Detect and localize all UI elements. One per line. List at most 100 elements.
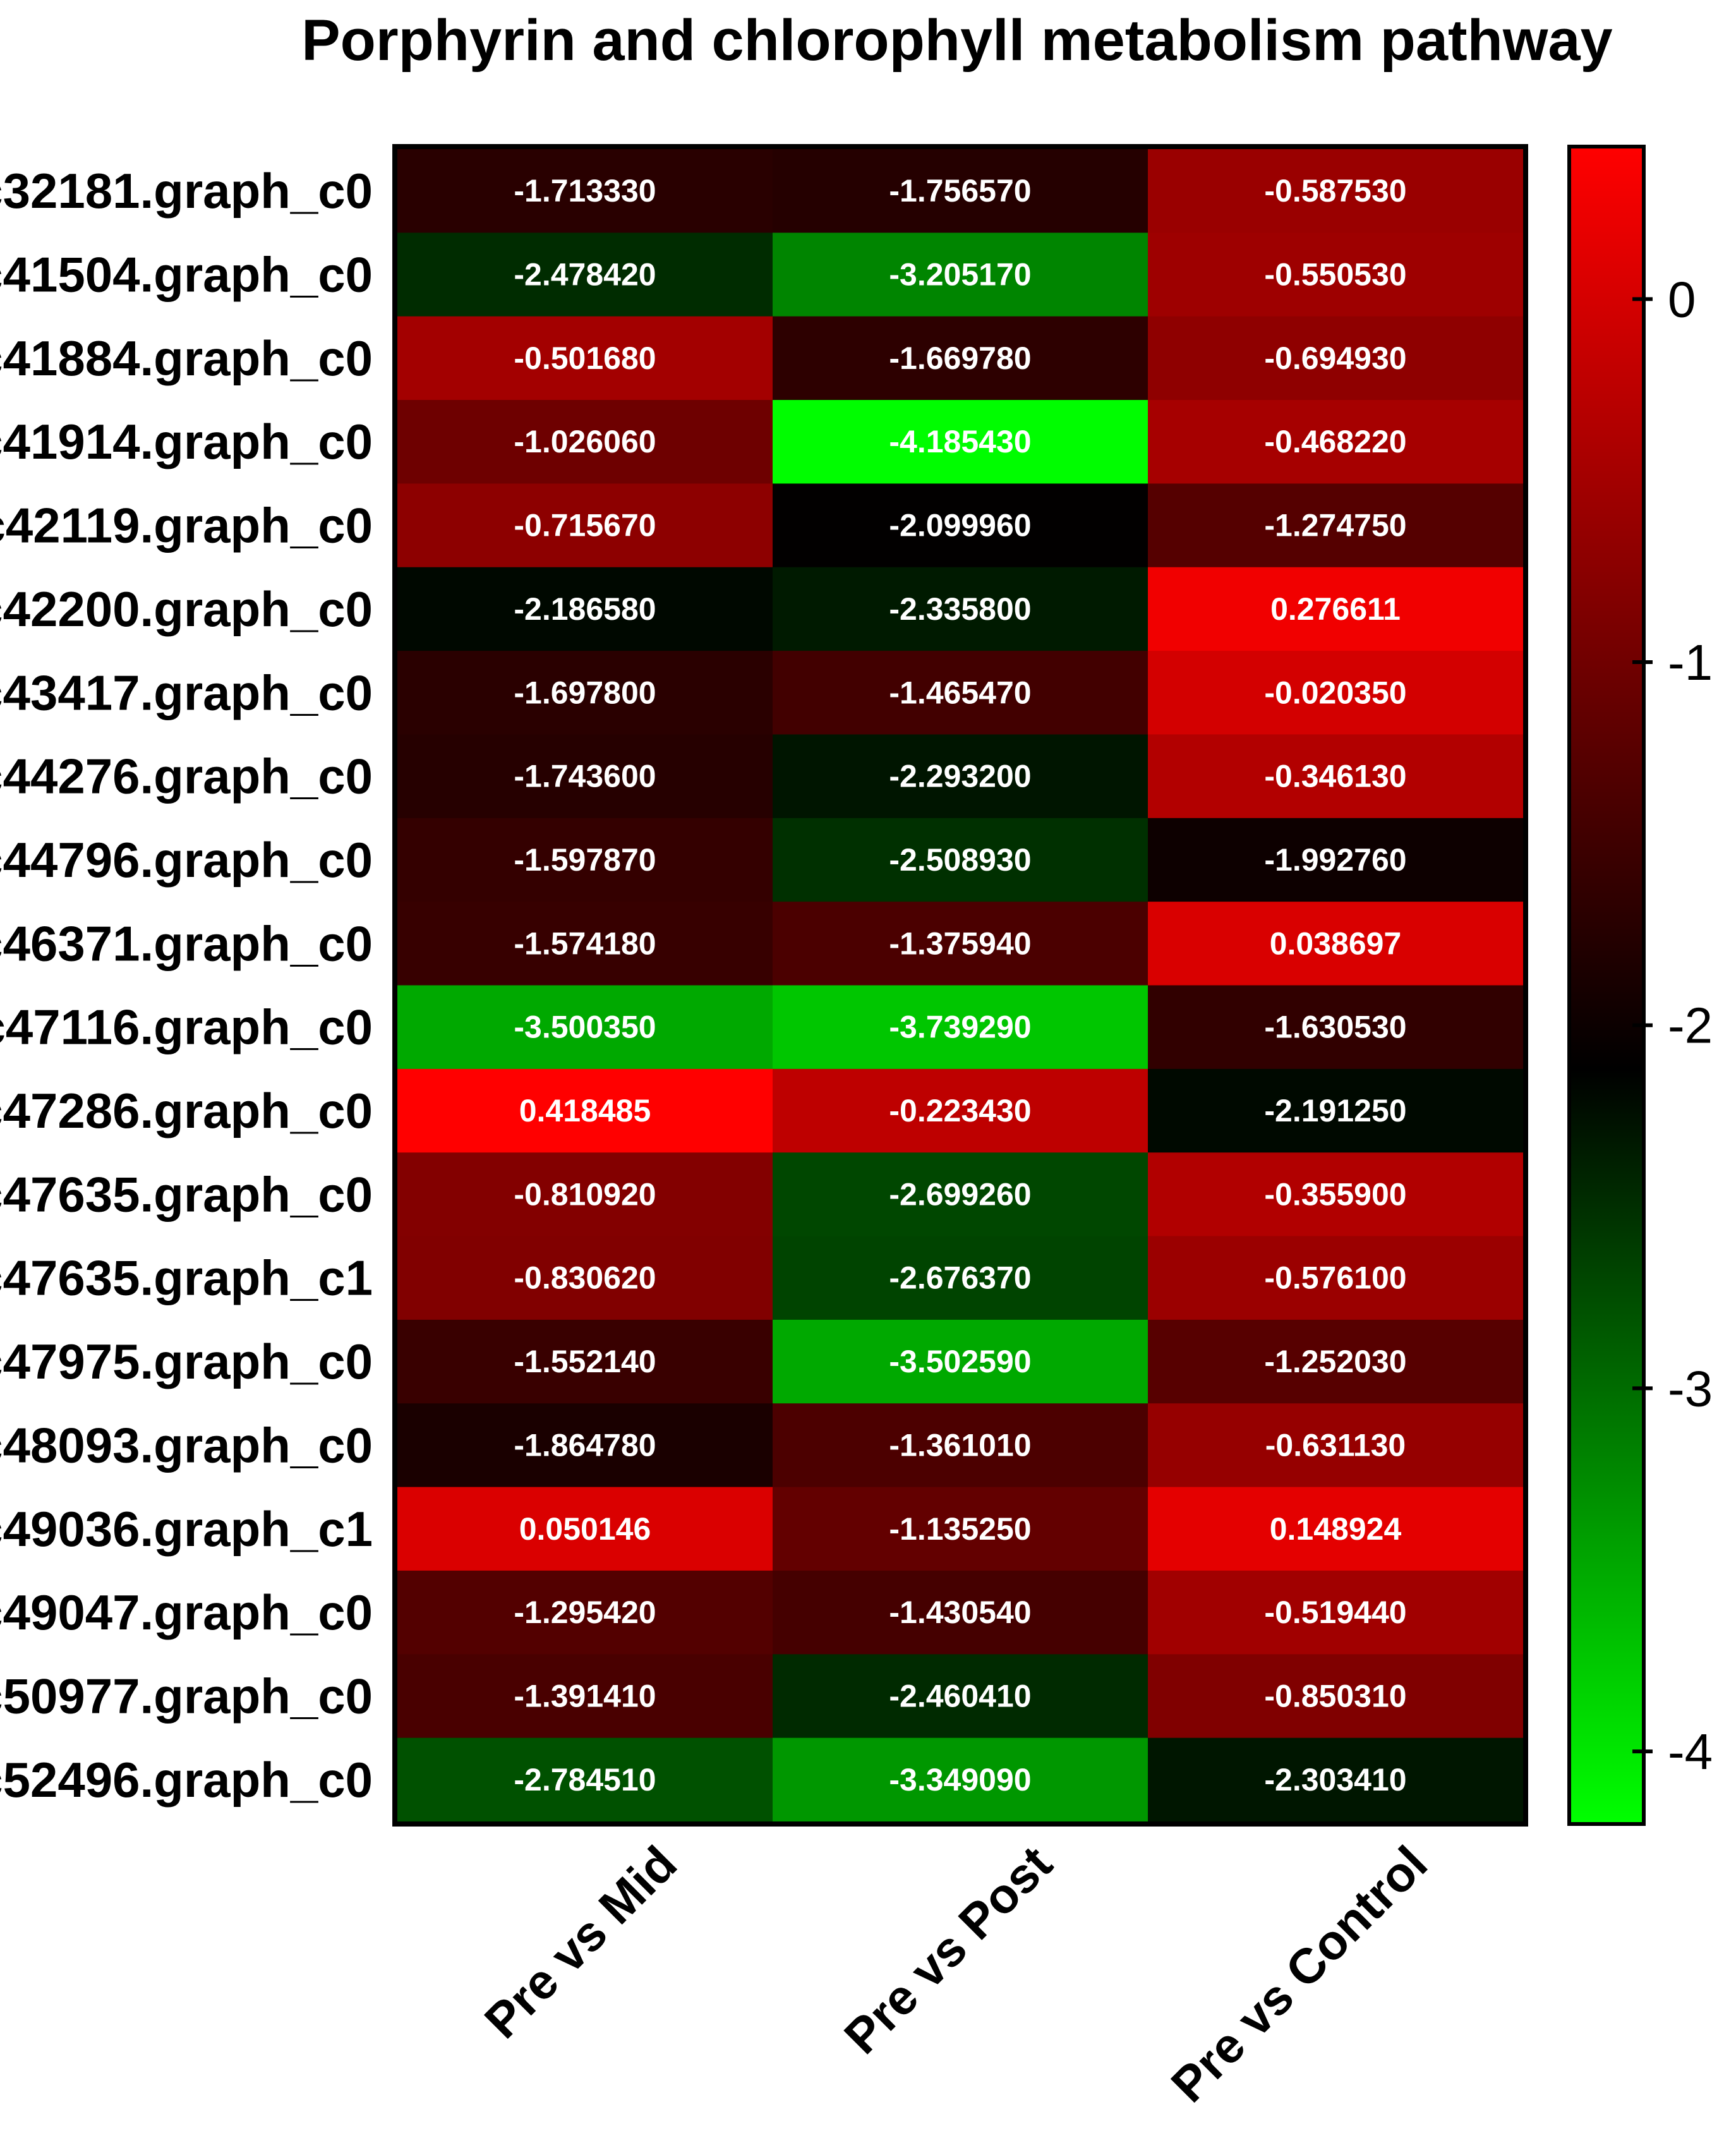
row-label: c49036.graph_c1 [0,1501,373,1557]
row-label: c41884.graph_c0 [0,330,373,386]
cell-value-label: -0.355900 [1264,1176,1406,1212]
heatmap-cell [773,902,1148,986]
cell-value-label: -1.713330 [514,173,656,208]
heatmap-cell [773,233,1148,317]
cell-value-label: 0.050146 [519,1511,651,1547]
heatmap-cell [773,1487,1148,1571]
cell-value-label: -1.743600 [514,759,656,794]
cell-value-label: -0.519440 [1264,1595,1406,1630]
heatmap-cells: -1.713330 -1.756570 -0.587530 -2.478420 -3.2… [397,149,1524,1822]
cell-value-label: -2.460410 [889,1678,1031,1713]
heatmap-cell [1148,149,1524,233]
heatmap-cell [773,651,1148,735]
cell-value-label: 0.276611 [1270,591,1401,627]
cell-value-label: -1.361010 [889,1427,1031,1463]
cell-value-label: -0.501680 [514,341,656,376]
column-label: Pre vs Control [1160,1835,1438,2113]
cell-value-label: -2.303410 [1264,1762,1406,1797]
heatmap-cell [397,734,773,819]
column-label: Pre vs Mid [474,1835,687,2049]
cell-value-label: -0.468220 [1264,424,1406,459]
heatmap-cell [1148,1654,1524,1739]
heatmap-cell [1148,400,1524,484]
heatmap-cell [773,1319,1148,1404]
heatmap-cell [1148,985,1524,1070]
cell-value-label: -3.349090 [889,1762,1031,1797]
colorbar [1567,145,1646,1826]
heatmap-cell [773,1737,1148,1822]
heatmap-frame [392,144,1528,1827]
heatmap-cell [773,400,1148,484]
cell-value-label: -0.715670 [514,508,656,543]
heatmap-cell [1148,818,1524,902]
row-label: c48093.graph_c0 [0,1417,373,1473]
heatmap-cell [773,1570,1148,1655]
row-label: c44276.graph_c0 [0,749,373,804]
column-labels: Pre vs Mid Pre vs Post Pre vs Control [474,1835,1438,2113]
row-label: c44796.graph_c0 [0,832,373,888]
heatmap-cell [1148,1570,1524,1655]
row-label: c50977.graph_c0 [0,1668,373,1724]
heatmap-cell [397,316,773,401]
cell-value-label: -1.391410 [514,1678,656,1713]
heatmap-cell [1148,567,1524,651]
heatmap-cell [397,483,773,568]
cell-value-label: -2.335800 [889,591,1031,627]
heatmap-cell [1148,316,1524,401]
colorbar-tick-label: -1 [1668,634,1713,691]
heatmap-cell [773,1236,1148,1320]
cell-value-label: -0.587530 [1264,173,1406,208]
heatmap-cell [1148,1152,1524,1237]
cell-value-label: -3.500350 [514,1010,656,1045]
row-label: c47116.graph_c0 [0,1000,373,1055]
cell-value-label: -0.576100 [1264,1260,1406,1296]
heatmap-cell [1148,651,1524,735]
heatmap-cell [397,400,773,484]
heatmap-cell [1148,734,1524,819]
row-label: c47286.graph_c0 [0,1083,373,1138]
heatmap-cell [773,1152,1148,1237]
heatmap-cell [397,985,773,1070]
row-label: c46371.graph_c0 [0,915,373,971]
heatmap-cell [397,818,773,902]
cell-value-label: -1.697800 [514,675,656,710]
heatmap-cell [397,149,773,233]
cell-value-label: -1.864780 [514,1427,656,1463]
heatmap-cell [397,651,773,735]
cell-value-label: -2.099960 [889,508,1031,543]
cell-value-label: -0.850310 [1264,1678,1406,1713]
heatmap-cell [397,1403,773,1488]
row-label: c47975.graph_c0 [0,1334,373,1389]
cell-value-label: -1.597870 [514,842,656,878]
cell-value-label: -2.676370 [889,1260,1031,1296]
cell-value-label: -1.295420 [514,1595,656,1630]
row-label: c49047.graph_c0 [0,1585,373,1640]
cell-value-label: -1.756570 [889,173,1031,208]
cell-value-label: -0.631130 [1265,1427,1406,1463]
heatmap-cell [397,1570,773,1655]
cell-value-label: -1.430540 [889,1595,1031,1630]
heatmap-cell [1148,1487,1524,1571]
heatmap-cell [397,902,773,986]
heatmap-cell [773,1403,1148,1488]
heatmap-cell [773,985,1148,1070]
cell-value-label: -2.186580 [514,591,656,627]
cell-value-label: -1.992760 [1264,842,1406,878]
heatmap-cell [1148,1737,1524,1822]
cell-value-label: -1.574180 [514,926,656,961]
colorbar-tick-label: 0 [1668,271,1696,327]
cell-value-label: -0.346130 [1264,759,1406,794]
cell-value-label: -2.699260 [889,1176,1031,1212]
heatmap-cell [397,1487,773,1571]
heatmap-cell [773,316,1148,401]
cell-value-label: -1.274750 [1264,508,1406,543]
heatmap-cell [773,483,1148,568]
row-label: c42200.graph_c0 [0,581,373,637]
colorbar-tick-label: -4 [1668,1724,1713,1780]
row-label: c32181.graph_c0 [0,163,373,219]
cell-value-label: -2.478420 [514,257,656,293]
cell-value-label: -1.026060 [514,424,656,459]
cell-value-label: -3.502590 [889,1344,1031,1379]
heatmap-cell [397,567,773,651]
